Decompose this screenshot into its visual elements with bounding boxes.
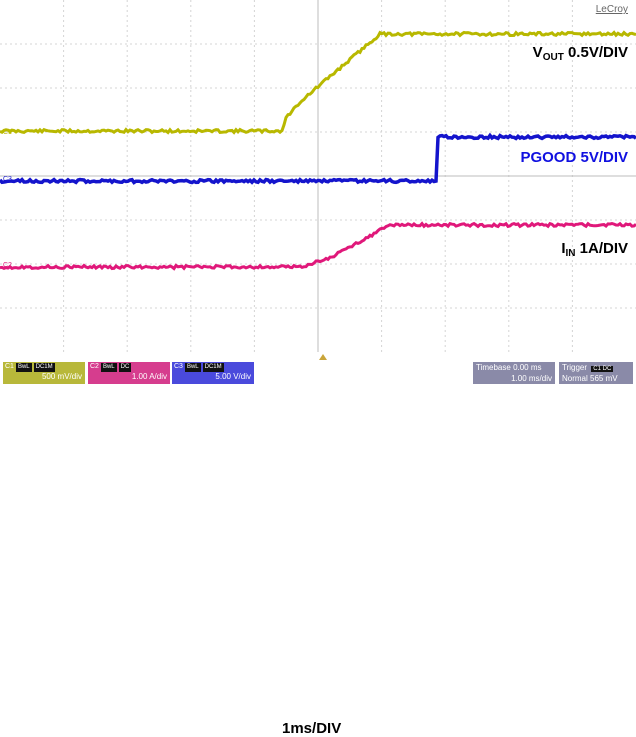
channel-2-coupling-tag: DC <box>118 363 132 372</box>
channel-1-box[interactable]: C1 BwL DC1M 500 mV/div <box>3 362 85 384</box>
channel-2-bw-tag: BwL <box>100 363 117 372</box>
trigger-box[interactable]: Trigger C1 DC Normal 565 mV <box>559 362 633 384</box>
pgood-trace <box>0 132 636 185</box>
channel-2-marker: C2 <box>3 262 12 269</box>
trigger-level: 565 mV <box>590 374 618 383</box>
trigger-mode: Normal <box>562 374 588 383</box>
channel-1-scale: 500 mV/div <box>41 372 82 381</box>
timebase-box[interactable]: Timebase 0.00 ms 1.00 ms/div <box>473 362 555 384</box>
channel-1-marker: C1 <box>3 129 12 136</box>
timebase-delay: 0.00 ms <box>513 363 542 372</box>
channel-1-bw-tag: BwL <box>15 363 32 372</box>
status-bar: C1 BwL DC1M 500 mV/div C2 BwL DC 1.00 A/div … <box>0 356 636 737</box>
channel-3-bw-tag: BwL <box>184 363 201 372</box>
vout-label-scale: 0.5V/DIV <box>563 44 628 61</box>
channel-3-coupling-tag: DC1M <box>202 363 224 372</box>
channel-2-name: C2 <box>90 363 99 370</box>
oscilloscope-display: C1 C3 C2 LeCroy VOUT 0.5V/DIV PGOOD 5V/DIV… <box>0 0 636 352</box>
trigger-label: Trigger <box>562 363 588 372</box>
channel-3-name: C3 <box>174 363 183 370</box>
channel-3-scale: 5.00 V/div <box>215 372 251 381</box>
trigger-chip: C1 DC <box>591 366 614 372</box>
timebase-annotation: 1ms/DIV <box>282 720 342 737</box>
timebase-label: Timebase <box>476 363 511 372</box>
vout-label-main: V <box>532 44 543 61</box>
iin-label-main: I <box>561 240 566 257</box>
iin-label-scale: 1A/DIV <box>575 240 628 257</box>
timebase-value: 1.00 ms/div <box>511 374 552 383</box>
channel-1-name: C1 <box>5 363 14 370</box>
vout-label-sub: OUT <box>542 52 564 63</box>
channel-3-marker: C3 <box>3 176 12 183</box>
vout-trace <box>0 30 636 135</box>
channel-3-box[interactable]: C3 BwL DC1M 5.00 V/div <box>172 362 254 384</box>
vout-label: VOUT 0.5V/DIV <box>533 44 628 63</box>
channel-2-scale: 1.00 A/div <box>131 372 167 381</box>
trigger-position-marker <box>319 354 327 360</box>
channel-1-coupling-tag: DC1M <box>33 363 55 372</box>
lecroy-logo: LeCroy <box>595 4 628 15</box>
iin-label: IIN 1A/DIV <box>561 240 628 259</box>
waveform-canvas: C1 C3 C2 <box>0 0 636 352</box>
iin-trace <box>0 221 636 271</box>
channel-2-box[interactable]: C2 BwL DC 1.00 A/div <box>88 362 170 384</box>
pgood-label: PGOOD 5V/DIV <box>520 149 628 166</box>
iin-label-sub: IN <box>565 248 576 259</box>
